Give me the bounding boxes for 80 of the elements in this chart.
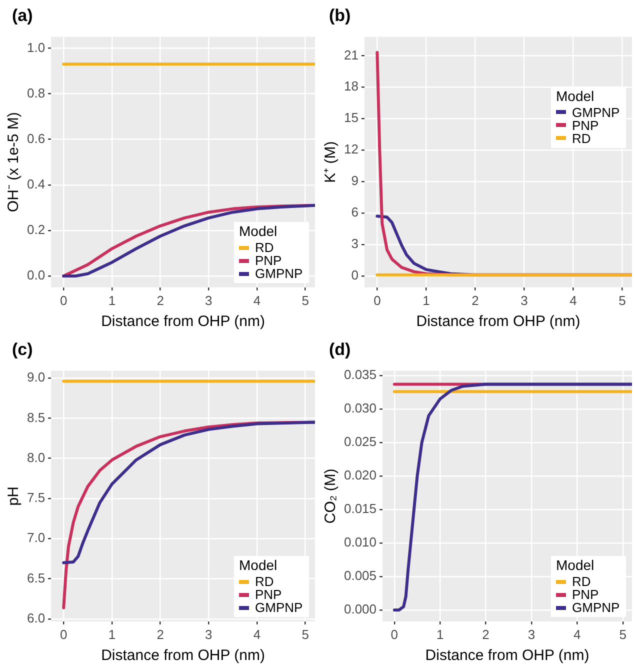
x-tick-label: 1: [108, 292, 116, 308]
y-tick-label: 6.5: [26, 570, 46, 586]
legend-label: PNP: [255, 253, 282, 268]
legend-label: GMPNP: [572, 104, 620, 120]
y-tick-label: 7.0: [26, 530, 46, 546]
x-tick-label: 5: [618, 292, 626, 308]
legend-title: Model: [239, 223, 278, 240]
y-tick-label: 8.0: [26, 450, 46, 465]
x-axis-title: Distance from OHP (nm): [101, 647, 266, 664]
chart-title: (d): [329, 340, 351, 360]
y-axis-title: K⁺ (M): [322, 141, 340, 183]
y-tick-label: 0.6: [26, 130, 46, 146]
y-tick-label: 0.2: [26, 222, 46, 238]
y-axis-title: pH: [5, 486, 22, 506]
x-tick-label: 5: [619, 626, 626, 642]
legend-title: Model: [556, 557, 596, 574]
y-tick-label: 3: [351, 236, 358, 251]
y-tick-label: 0.005: [344, 568, 377, 584]
x-tick-label: 1: [422, 292, 430, 308]
x-tick-label: 2: [472, 292, 479, 308]
x-tick-label: 3: [205, 626, 212, 642]
x-axis-title: Distance from OHP (nm): [101, 313, 266, 330]
x-tick-label: 4: [253, 292, 261, 308]
legend-label: GMPNP: [255, 600, 303, 616]
y-tick-label: 8.5: [26, 410, 46, 425]
x-tick-label: 0: [60, 626, 68, 642]
y-tick-label: 0: [351, 267, 358, 282]
x-tick-label: 4: [253, 626, 261, 642]
y-tick-label: 0.015: [344, 501, 377, 516]
y-tick-label: 6: [351, 204, 358, 220]
y-tick-label: 0.000: [344, 602, 377, 617]
x-tick-label: 5: [302, 292, 309, 308]
y-tick-label: 0.025: [344, 434, 377, 450]
y-tick-label: 15: [344, 110, 358, 126]
y-tick-label: 0.4: [26, 176, 46, 192]
y-tick-label: 9.0: [26, 370, 46, 385]
y-tick-label: 12: [344, 142, 358, 157]
y-axis-title: OH⁻ (x 1e-5 M): [5, 112, 22, 212]
legend-label: RD: [572, 574, 591, 590]
x-tick-label: 3: [528, 626, 536, 642]
x-axis-title: Distance from OHP (nm): [416, 313, 580, 330]
chart-title: (c): [12, 340, 33, 360]
legend-label: RD: [255, 240, 274, 256]
legend-label: RD: [572, 130, 591, 146]
legend-label: PNP: [572, 118, 599, 133]
x-tick-label: 2: [482, 626, 490, 642]
x-tick-label: 1: [436, 626, 444, 642]
legend-label: GMPNP: [572, 600, 620, 616]
x-tick-label: 0: [390, 626, 398, 642]
y-tick-label: 1.0: [26, 40, 46, 55]
legend-label: PNP: [255, 587, 282, 602]
y-tick-label: 18: [344, 78, 358, 94]
legend-label: GMPNP: [255, 266, 303, 282]
legend-label: PNP: [572, 587, 599, 602]
x-tick-label: 2: [156, 292, 164, 308]
y-tick-label: 0.020: [344, 468, 377, 483]
y-tick-label: 21: [344, 47, 358, 62]
chart-title: (a): [12, 6, 33, 26]
x-tick-label: 1: [108, 626, 116, 642]
y-tick-label: 7.5: [26, 490, 46, 506]
y-tick-label: 0.010: [344, 534, 377, 550]
x-tick-label: 0: [60, 292, 68, 308]
x-tick-label: 4: [574, 626, 581, 642]
chart-title: (b): [329, 6, 351, 26]
y-tick-label: 0.0: [26, 268, 46, 283]
legend-label: RD: [255, 574, 274, 590]
y-tick-label: 0.035: [344, 367, 377, 382]
x-tick-label: 5: [302, 626, 309, 642]
y-tick-label: 6.0: [26, 610, 46, 626]
y-tick-label: 9: [351, 173, 358, 188]
x-tick-label: 4: [570, 292, 577, 308]
y-tick-label: 0.8: [26, 85, 46, 100]
legend-title: Model: [239, 557, 278, 574]
x-tick-label: 2: [156, 626, 164, 642]
y-axis-title: CO₂ (M): [322, 468, 340, 524]
x-tick-label: 3: [205, 292, 212, 308]
legend-title: Model: [556, 88, 596, 104]
x-axis-title: Distance from OHP (nm): [425, 647, 590, 664]
x-tick-label: 3: [520, 292, 528, 308]
y-tick-label: 0.030: [344, 400, 377, 416]
